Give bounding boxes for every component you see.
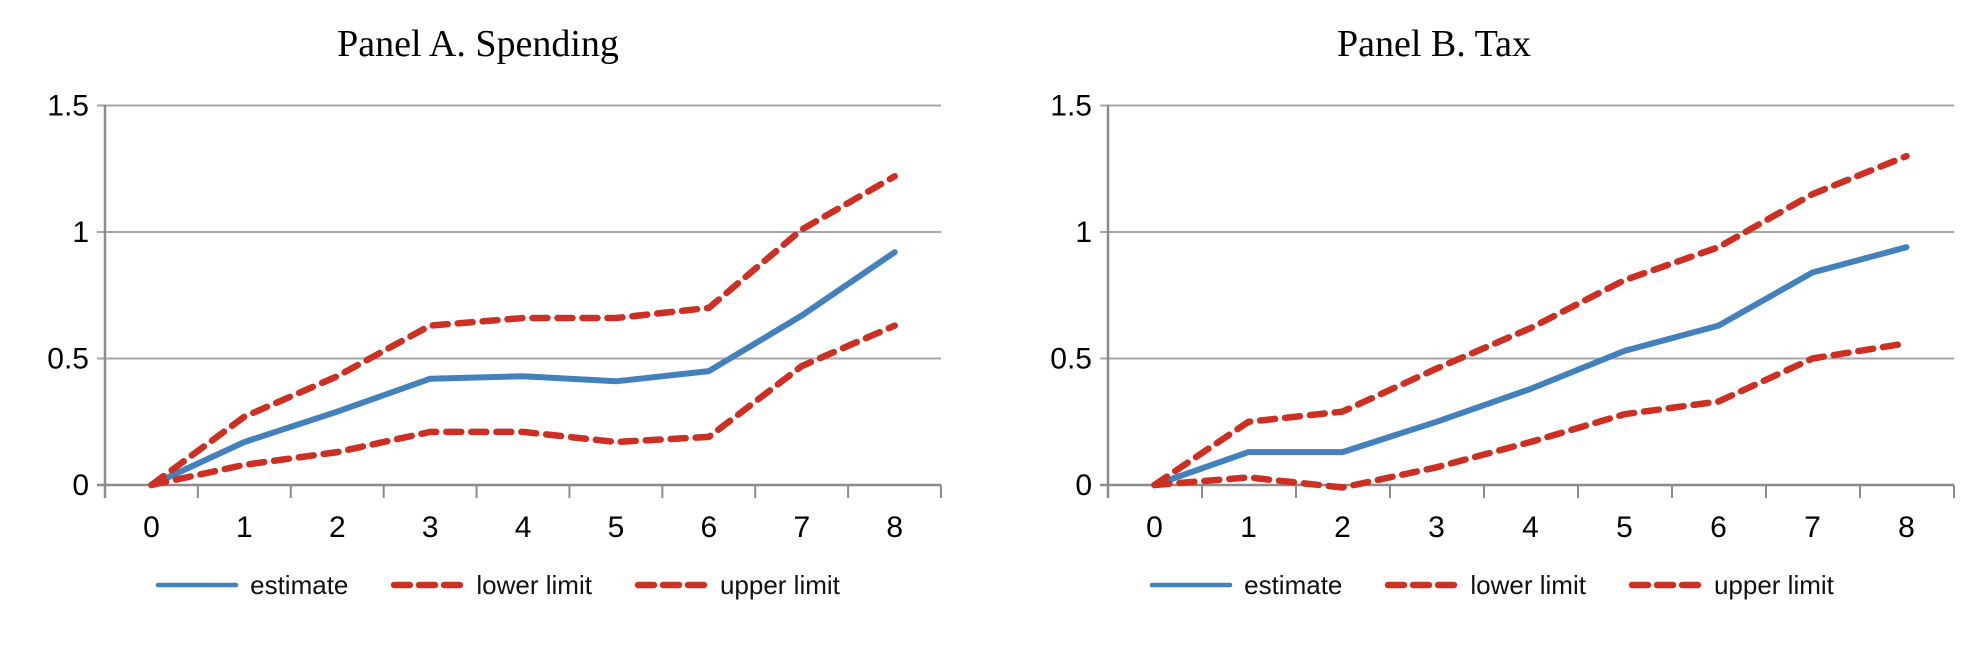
estimate-line (148, 249, 898, 488)
x-tick-label: 7 (793, 511, 810, 544)
x-tick-label: 1 (1240, 511, 1257, 544)
legend-label-upper-limit: upper limit (1713, 570, 1834, 600)
panel-b-tax: Panel B. Tax 0 0.5 1 1.5 0 1 2 3 4 5 6 7 8 estimate … (994, 0, 1988, 664)
estimate-line (1151, 244, 1910, 488)
lower-limit-dash-swatch (1385, 581, 1458, 589)
legend-item-estimate: estimate (1148, 572, 1342, 598)
panel-a-title: Panel A. Spending (337, 23, 619, 65)
estimate-line-swatch (155, 582, 239, 588)
y-tick-label: 0.5 (47, 343, 89, 376)
x-tick-label: 6 (1710, 511, 1727, 544)
x-tick-label: 4 (515, 511, 532, 544)
upper-limit-dash-swatch (634, 581, 708, 589)
legend-item-upper-limit: upper limit (1626, 572, 1834, 598)
upper-limit-dash-swatch (1628, 581, 1702, 589)
x-tick-label: 8 (1898, 511, 1915, 544)
upper-limit-line (1151, 152, 1910, 489)
x-tick-label: 5 (608, 511, 625, 544)
y-tick-label: 0.5 (1050, 343, 1092, 376)
x-tick-label: 6 (701, 511, 718, 544)
legend-item-lower-limit: lower limit (388, 572, 592, 598)
legend-label-estimate: estimate (1244, 570, 1343, 600)
x-tick-label: 0 (143, 511, 160, 544)
lower-limit-line (148, 322, 898, 489)
x-tick-label: 7 (1804, 511, 1821, 544)
panel-a-spending: Panel A. Spending 0 0.5 1 1.5 0 1 2 3 4 5 6 7 8 esti… (0, 23, 994, 598)
x-tick-label: 3 (1428, 511, 1445, 544)
x-tick-label: 3 (422, 511, 439, 544)
panel-b-plot: 0 0.5 1 1.5 0 1 2 3 4 5 6 7 8 (1050, 90, 1955, 544)
x-tick-label: 0 (1146, 511, 1163, 544)
panel-a-plot: 0 0.5 1 1.5 0 1 2 3 4 5 6 7 8 (47, 90, 942, 544)
legend-item-estimate: estimate (154, 572, 348, 598)
lower-limit-dash-swatch (391, 581, 464, 589)
y-tick-label: 1 (1075, 216, 1092, 249)
lower-limit-line (1151, 340, 1910, 491)
x-tick-label: 2 (1334, 511, 1351, 544)
legend-item-lower-limit: lower limit (1382, 572, 1586, 598)
upper-limit-line (148, 173, 898, 489)
y-tick-label: 1.5 (47, 90, 89, 123)
panel-a-legend: estimate lower limit upper limit (0, 572, 994, 598)
panel-b-legend: estimate lower limit upper limit (994, 572, 1988, 598)
x-tick-label: 8 (886, 511, 903, 544)
y-tick-label: 1 (72, 216, 89, 249)
x-tick-label: 2 (329, 511, 346, 544)
x-tick-label: 4 (1522, 511, 1539, 544)
legend-item-upper-limit: upper limit (632, 572, 840, 598)
y-tick-label: 1.5 (1050, 90, 1092, 123)
legend-label-lower-limit: lower limit (1470, 570, 1586, 600)
y-tick-label: 0 (1075, 469, 1092, 502)
y-tick-label: 0 (72, 469, 89, 502)
legend-label-estimate: estimate (250, 570, 349, 600)
x-tick-label: 5 (1616, 511, 1633, 544)
panel-b-title: Panel B. Tax (1336, 23, 1532, 65)
legend-label-lower-limit: lower limit (476, 570, 592, 600)
estimate-line-swatch (1149, 582, 1233, 588)
legend-label-upper-limit: upper limit (719, 570, 840, 600)
x-tick-label: 1 (236, 511, 253, 544)
